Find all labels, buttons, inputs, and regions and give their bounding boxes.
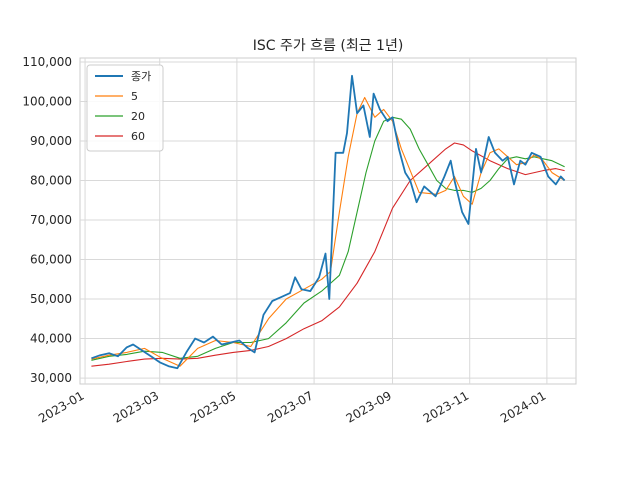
ma60-line [91, 142, 565, 367]
ma20-line [91, 116, 565, 361]
y-tick-label: 30,000 [30, 371, 72, 385]
x-tick-label: 2024-01 [498, 388, 548, 425]
ma5-line [91, 96, 565, 367]
x-tick-label: 2023-11 [421, 388, 471, 425]
y-tick-label: 50,000 [30, 292, 72, 306]
y-tick-label: 90,000 [30, 134, 72, 148]
x-tick-label: 2023-09 [344, 388, 394, 425]
y-tick-label: 60,000 [30, 253, 72, 267]
y-tick-label: 100,000 [22, 94, 72, 108]
legend: 종가 5 20 60 [86, 64, 164, 152]
x-axis: 2023-01 2023-03 2023-05 2023-07 2023-09 2023-… [36, 388, 548, 425]
x-tick-label: 2023-01 [36, 388, 86, 425]
y-tick-label: 80,000 [30, 173, 72, 187]
chart-title: ISC 주가 흐름 (최근 1년) [253, 38, 404, 54]
y-tick-label: 110,000 [22, 55, 72, 69]
y-axis: 30,000 40,000 50,000 60,000 70,000 80,000 90,0… [22, 55, 72, 385]
close-line [91, 74, 566, 370]
x-tick-label: 2023-05 [188, 388, 238, 425]
y-tick-label: 70,000 [30, 213, 72, 227]
legend-label-ma5: 5 [131, 90, 138, 103]
series-lines [91, 74, 566, 370]
legend-label-ma60: 60 [131, 130, 145, 143]
x-tick-label: 2023-03 [111, 388, 161, 425]
legend-box [86, 64, 164, 152]
legend-label-close: 종가 [131, 70, 151, 83]
grid [80, 58, 576, 384]
y-tick-label: 40,000 [30, 332, 72, 346]
x-tick-label: 2023-07 [265, 388, 315, 425]
legend-label-ma20: 20 [131, 110, 145, 123]
